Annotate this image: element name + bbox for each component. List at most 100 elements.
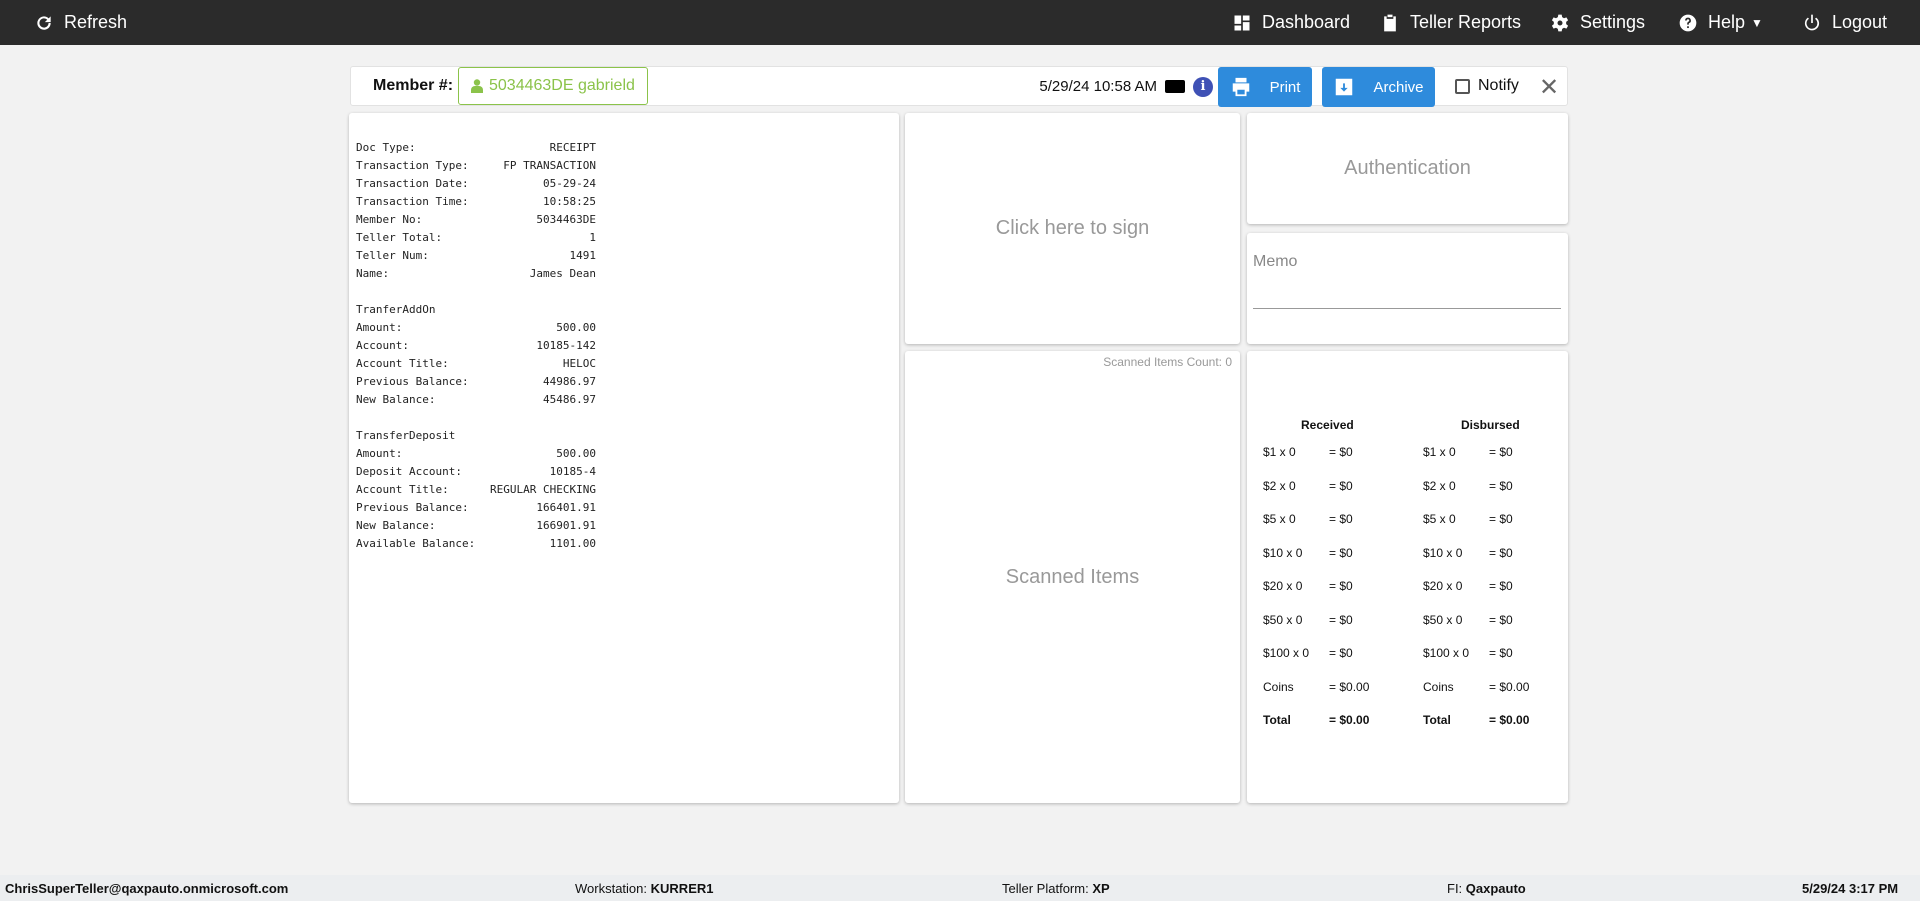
receipt-value: 1491 <box>569 249 597 262</box>
disbursed-amount: = $0.00 <box>1489 713 1530 727</box>
receipt-line: TranferAddOn <box>356 301 596 319</box>
disbursed-denomination: $100 x 0 <box>1423 646 1470 660</box>
clipboard-icon <box>1384 14 1396 31</box>
receipt-label: Transaction Type: <box>356 159 469 172</box>
receipt-value: 44986.97 <box>543 375 596 388</box>
disbursed-amount: = $0 <box>1489 646 1513 660</box>
receipt-line <box>356 409 596 427</box>
received-amount: = $0.00 <box>1329 679 1370 694</box>
settings-label: Settings <box>1580 12 1646 32</box>
gear-icon <box>1551 14 1569 31</box>
receipt-label: Transaction Time: <box>356 195 469 208</box>
member-label: Member #: <box>373 77 454 94</box>
refresh-button[interactable]: Refresh <box>34 0 127 45</box>
disbursed-amount: = $0 <box>1489 579 1513 593</box>
received-denomination: $2 x 0 <box>1263 478 1296 493</box>
workstation-value: KURRER1 <box>650 881 714 896</box>
receipt-line: New Balance: 45486.97 <box>356 391 596 409</box>
disbursed-amount: = $0.00 <box>1489 679 1530 694</box>
cash-panel: Received $1 x 0 = $0 $2 x 0 = $0 $5 x 0 = $0 $1… <box>1247 351 1568 803</box>
info-icon[interactable]: i <box>1193 77 1213 97</box>
workstation-label: Workstation: <box>575 881 648 896</box>
keyboard-icon[interactable] <box>1165 80 1185 93</box>
teller-reports-button[interactable]: Teller Reports <box>1380 0 1521 45</box>
receipt-label: Account Title: <box>356 357 449 370</box>
receipt-line: Transaction Type: FP TRANSACTION <box>356 157 596 175</box>
notify-label: Notify <box>1478 77 1519 94</box>
disbursed-amount: = $0 <box>1489 445 1513 459</box>
received-amount: = $0 <box>1329 579 1353 593</box>
disbursed-header: Disbursed <box>1461 418 1520 432</box>
disbursed-amount: = $0 <box>1489 478 1513 493</box>
receipt-label: Account Title: <box>356 483 449 496</box>
settings-button[interactable]: Settings <box>1550 0 1645 45</box>
scanned-items-panel: Scanned Items Count: 0 Scanned Items <box>905 351 1240 803</box>
receipt-label: Teller Num: <box>356 249 429 262</box>
receipt-line: Deposit Account: 10185-4 <box>356 463 596 481</box>
member-chip[interactable]: 5034463DE gabrield <box>458 67 648 105</box>
received-denomination: $5 x 0 <box>1263 512 1296 526</box>
checkbox-icon <box>1455 78 1470 94</box>
help-menu[interactable]: Help ▼ <box>1678 0 1763 45</box>
received-amount: = $0 <box>1329 512 1353 526</box>
receipt-line: Account Title: REGULAR CHECKING <box>356 481 596 499</box>
received-denomination: $50 x 0 <box>1263 612 1303 627</box>
receipt-label: Name: <box>356 267 390 280</box>
authentication-panel[interactable]: Authentication <box>1247 113 1568 224</box>
scanned-count: Scanned Items Count: 0 <box>1103 355 1232 369</box>
dashboard-label: Dashboard <box>1262 12 1351 32</box>
receipt-line: Transaction Date: 05-29-24 <box>356 175 596 193</box>
receipt-label: Member No: <box>356 213 423 226</box>
authentication-label: Authentication <box>1344 157 1471 179</box>
status-footer: ChrisSuperTeller@qaxpauto.onmicrosoft.co… <box>0 875 1920 901</box>
receipt-line: Teller Total: 1 <box>356 229 596 247</box>
disbursed-denomination: $50 x 0 <box>1423 612 1463 627</box>
receipt-value: RECEIPT <box>549 141 596 154</box>
member-value: 5034463DE gabrield <box>489 77 635 94</box>
receipt-label: Account: <box>356 339 409 352</box>
receipt-label: New Balance: <box>356 393 436 406</box>
receipt-line <box>356 283 596 301</box>
power-icon <box>1804 14 1820 30</box>
receipt-label: TransferDeposit <box>356 429 456 442</box>
receipt-line: Available Balance: 1101.00 <box>356 535 596 553</box>
dashboard-button[interactable]: Dashboard <box>1232 0 1350 45</box>
receipt-value: 05-29-24 <box>543 177 596 190</box>
receipt-label: Amount: <box>356 321 403 334</box>
print-button[interactable]: Print <box>1218 67 1312 107</box>
platform-value: XP <box>1092 881 1110 896</box>
footer-datetime: 5/29/24 3:17 PM <box>1802 881 1899 896</box>
footer-user: ChrisSuperTeller@qaxpauto.onmicrosoft.co… <box>5 881 289 896</box>
dashboard-icon <box>1234 15 1250 30</box>
received-amount: = $0 <box>1329 478 1353 493</box>
receipt-value: 500.00 <box>556 321 596 334</box>
notify-checkbox[interactable]: Notify <box>1455 77 1519 95</box>
receipt-value: James Dean <box>529 267 596 280</box>
receipt-line: TransferDeposit <box>356 427 596 445</box>
received-amount: = $0 <box>1329 445 1353 459</box>
receipt-value: 5034463DE <box>536 213 596 226</box>
sign-prompt: Click here to sign <box>995 217 1150 239</box>
received-amount: = $0 <box>1329 612 1353 627</box>
logout-button[interactable]: Logout <box>1802 0 1887 45</box>
close-icon[interactable]: ✕ <box>1539 74 1560 101</box>
receipt-value: FP TRANSACTION <box>503 159 596 172</box>
receipt-line: Account Title: HELOC <box>356 355 596 373</box>
disbursed-denomination: $2 x 0 <box>1423 478 1456 493</box>
disbursed-denomination: Total <box>1423 713 1451 727</box>
member-bar: Member #: 5034463DE gabrield 5/29/24 10:… <box>350 66 1568 107</box>
print-label: Print <box>1269 78 1301 96</box>
memo-panel[interactable]: Memo <box>1247 233 1568 344</box>
memo-label: Memo <box>1253 253 1298 270</box>
received-denomination: $1 x 0 <box>1263 445 1296 459</box>
refresh-label: Refresh <box>64 12 128 32</box>
archive-button[interactable]: Archive <box>1322 67 1435 107</box>
receipt-line: Member No: 5034463DE <box>356 211 596 229</box>
signature-pad[interactable]: Click here to sign <box>905 113 1240 344</box>
platform-label: Teller Platform: <box>1002 881 1089 896</box>
top-nav: Refresh Dashboard Teller Reports Setting… <box>0 0 1920 45</box>
memo-input-underline <box>1253 308 1561 309</box>
disbursed-denomination: Coins <box>1423 679 1454 694</box>
receipt-line: Amount: 500.00 <box>356 445 596 463</box>
fi-value: Qaxpauto <box>1465 881 1526 896</box>
